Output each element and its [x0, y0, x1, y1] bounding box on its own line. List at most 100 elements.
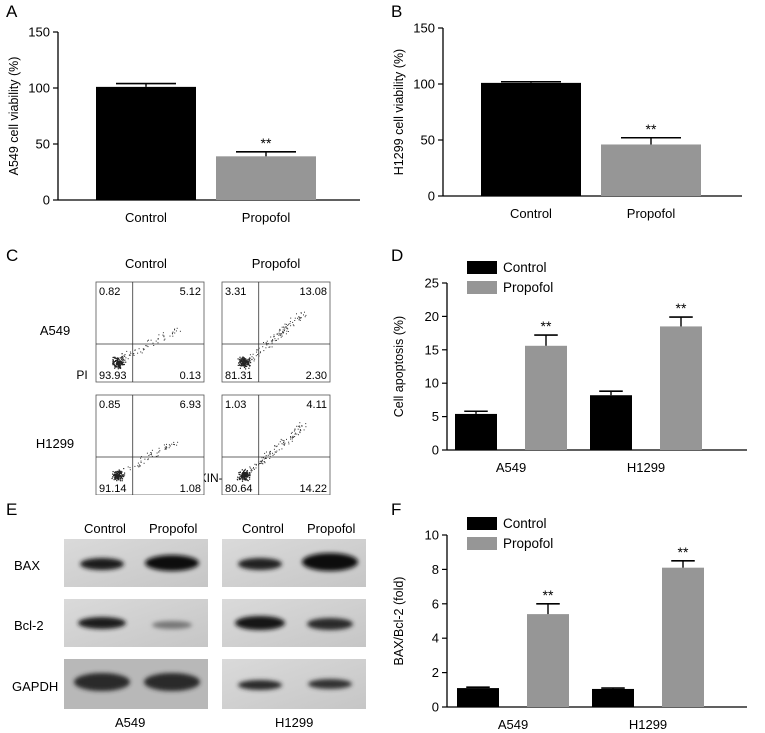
chart-c-plot-h1299-propofol-dot — [243, 472, 245, 474]
chart-c-plot-a549-control-dot — [118, 360, 120, 362]
chart-c-plot-a549-control-dot — [124, 359, 126, 361]
chart-c-plot-h1299-control-dot — [164, 448, 166, 450]
chart-c-plot-h1299-control-dot — [112, 476, 114, 478]
chart-c-plot-h1299-propofol-dot — [294, 429, 296, 431]
chart-c-plot-h1299-propofol-dot — [292, 436, 294, 438]
chart-c-plot-h1299-propofol-dot — [263, 461, 265, 463]
chart-c-plot-h1299-control-dot — [138, 465, 140, 467]
chart-c-plot-a549-control-dot — [125, 357, 127, 359]
chart-c-plot-a549-propofol-dot — [285, 326, 287, 328]
chart-c-plot-a549-propofol-dot — [243, 365, 245, 367]
chart-c-plot-h1299-propofol-dot — [275, 446, 277, 448]
chart-c-plot-h1299-control-dot — [120, 478, 122, 480]
chart-c-plot-h1299-propofol-dot — [291, 440, 293, 442]
chart-c-plot-h1299-control-dot — [146, 452, 148, 454]
chart-c-plot-a549-control-dot — [117, 357, 120, 359]
chart-c-plot-h1299-propofol-dot — [242, 479, 244, 481]
chart-c-plot-h1299-propofol-dot — [247, 475, 249, 477]
chart-c-plot-a549-control-dot — [163, 339, 165, 341]
chart-c-plot-h1299-propofol-dot — [286, 438, 287, 440]
band-h1299-bcl2-control — [235, 616, 285, 630]
chart-c-plot-h1299-propofol-dot — [255, 467, 257, 469]
chart-c-plot-a549-control-dot — [122, 360, 124, 362]
chart-c-plot-a549-propofol-quadrant-ll: 81.31 — [225, 370, 253, 382]
chart-c-plot-a549-control-dot — [114, 356, 116, 358]
chart-c-plot-a549-propofol-dot — [269, 346, 271, 348]
chart-c-plot-h1299-propofol-dot — [243, 473, 245, 475]
chart-c-plot-a549-propofol-dot — [239, 359, 241, 361]
chart-c-plot-a549-propofol-dot — [268, 346, 270, 348]
chart-c-plot-a549-propofol-dot — [243, 361, 245, 363]
chart-c-plot-a549-control-dot — [120, 362, 122, 364]
chart-c-plot-h1299-control-dot — [112, 471, 114, 473]
chart-c-plot-h1299-propofol-dot — [266, 451, 267, 453]
chart-c-plot-h1299-propofol-dot — [269, 458, 271, 459]
chart-c-plot-a549-propofol-dot — [294, 317, 296, 319]
chart-c-plot-a549-control-dot — [123, 361, 125, 363]
chart-c-plot-a549-propofol-dot — [283, 326, 285, 328]
chart-c-plot-h1299-propofol-dot — [255, 464, 257, 466]
chart-c-plot-a549-control-dot — [169, 335, 171, 337]
chart-c-plot-h1299-propofol-dot — [240, 477, 242, 480]
chart-c-plot-a549-propofol-dot — [281, 333, 283, 335]
chart-c-plot-a549-propofol-dot — [245, 366, 247, 368]
chart-c-plot-a549-propofol-dot — [282, 332, 284, 333]
chart-c-plot-a549-control-dot — [146, 345, 148, 347]
chart-c-plot-h1299-propofol-dot — [261, 460, 262, 462]
chart-c-plot-a549-control-dot — [116, 366, 118, 368]
chart-c-plot-a549-propofol-dot — [299, 319, 301, 321]
panel-letter-c: C — [6, 246, 19, 265]
chart-c-plot-a549-propofol-dot — [274, 338, 276, 340]
chart-c-plot-h1299-control-dot — [113, 479, 115, 481]
chart-c-plot-h1299-propofol-dot — [261, 460, 263, 462]
chart-d-y-tick-label-1: 5 — [432, 409, 439, 424]
chart-f-x-tick-label-a549: A549 — [498, 717, 528, 732]
chart-c-plot-a549-propofol-dot — [300, 317, 302, 319]
chart-c-plot-a549-propofol-dot — [248, 360, 250, 362]
chart-c-plot-h1299-propofol-dot — [281, 443, 283, 445]
chart-d-y-tick-label-5: 25 — [425, 276, 439, 291]
chart-c-plot-h1299-propofol-quadrant-ul: 1.03 — [225, 399, 246, 411]
chart-c-row-label-h1299: H1299 — [36, 436, 74, 451]
chart-c-plot-h1299-propofol-dot — [296, 433, 298, 435]
chart-c-plot-h1299-control-dot — [112, 473, 114, 475]
chart-c-plot-a549-propofol-dot — [241, 361, 243, 363]
chart-c-plot-a549-control-dot — [114, 367, 116, 369]
chart-c-plot-h1299-control-dot — [120, 472, 122, 474]
chart-c-plot-h1299-control-dot — [118, 471, 120, 473]
chart-c-plot-a549-control-dot — [112, 362, 114, 364]
chart-c-plot-a549-propofol-dot — [244, 361, 246, 363]
chart-c-plot-a549-control-dot — [119, 365, 121, 367]
chart-c-plot-h1299-propofol-dot — [247, 476, 249, 478]
chart-c-plot-a549-propofol-dot — [267, 343, 269, 345]
chart-c-plot-a549-propofol-dot — [286, 330, 288, 332]
chart-c-plot-a549-propofol-dot — [297, 317, 298, 319]
chart-c-plot-a549-propofol-dot — [259, 352, 261, 354]
chart-c-flow-cytometry: ControlPropofolA549H1299PIANNEXIN-V0.825… — [36, 256, 331, 495]
chart-c-plot-a549-control-dot — [112, 359, 114, 361]
chart-c-plot-h1299-control-dot — [123, 474, 126, 476]
chart-c-plot-h1299-control-dot — [173, 441, 175, 443]
chart-b-y-axis-label: H1299 cell viability (%) — [392, 49, 406, 175]
blot-lane-propofol-a549: Propofol — [149, 521, 198, 536]
chart-c-plot-h1299-propofol-dot — [269, 456, 271, 458]
chart-c-plot-h1299-control-dot — [150, 452, 152, 453]
chart-c-plot-a549-control-dot — [112, 361, 114, 363]
blot-lane-control-a549: Control — [84, 521, 126, 536]
chart-c-plot-h1299-control-dot — [156, 456, 158, 458]
chart-b-y-tick-label-1: 50 — [421, 133, 435, 148]
chart-c-plot-h1299-control-quadrant-ul: 0.85 — [99, 399, 120, 411]
chart-a-bar-control — [96, 86, 196, 200]
chart-d-y-tick-label-2: 10 — [425, 376, 439, 391]
chart-c-plot-h1299-control-dot — [115, 478, 117, 480]
chart-b-y-tick-label-3: 150 — [413, 21, 435, 36]
chart-c-plot-a549-control-dot — [122, 362, 124, 364]
chart-c-plot-a549-propofol-dot — [247, 361, 249, 363]
chart-c-plot-h1299-propofol-dot — [258, 461, 260, 463]
chart-c-plot-a549-propofol-dot — [281, 326, 283, 328]
chart-c-plot-a549-control-dot — [117, 363, 119, 365]
chart-c-plot-h1299-propofol-dot — [278, 449, 280, 451]
band-h1299-gapdh-control — [238, 680, 282, 690]
chart-c-plot-a549-control-dot — [119, 357, 121, 359]
chart-c-y-axis-label: PI — [76, 368, 87, 382]
